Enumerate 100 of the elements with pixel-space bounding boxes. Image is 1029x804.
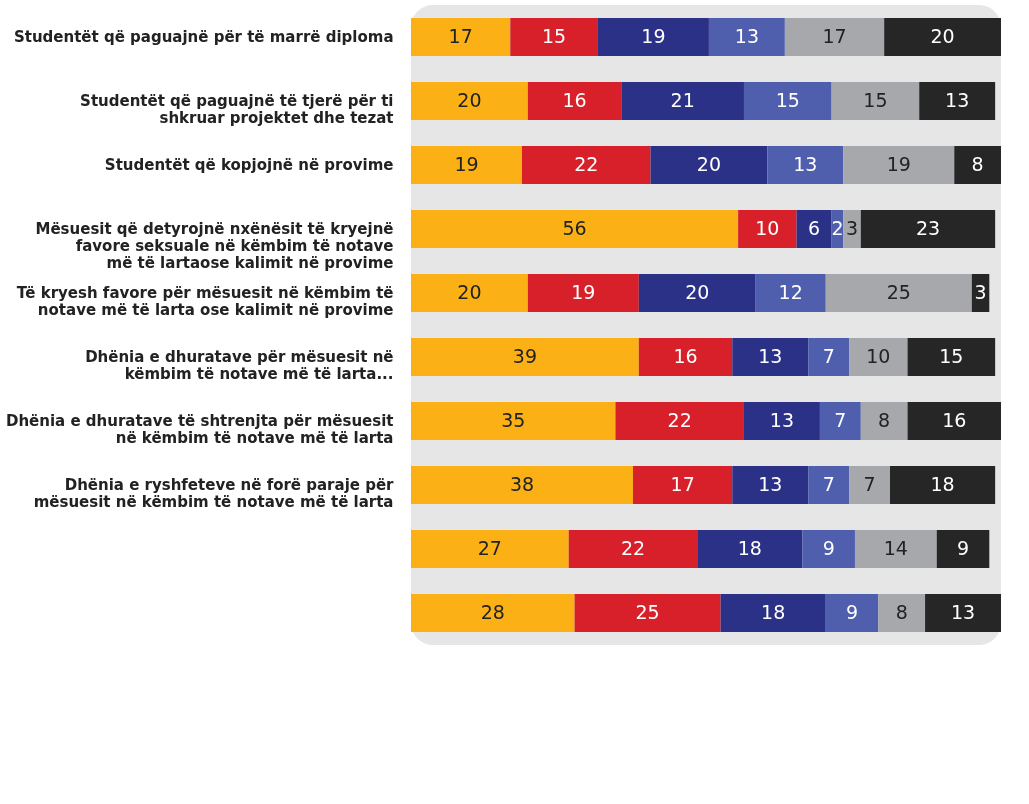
data-label: 15 [863,89,888,111]
bar [411,530,569,568]
bar [732,338,809,376]
data-label: 18 [761,601,786,623]
data-label: 7 [822,473,835,495]
data-label: 10 [755,217,780,239]
data-label: 3 [974,281,987,303]
data-label: 20 [457,281,482,303]
bar [411,210,739,248]
data-label: 13 [950,601,976,623]
data-label: 20 [696,153,722,175]
bar [878,594,926,632]
data-label: 8 [971,153,984,175]
data-label: 13 [945,89,970,111]
data-label: 22 [667,409,692,431]
data-label: 13 [793,153,818,175]
y-tick-label: Studentët që paguajnë për të marrë diploma [13,28,394,46]
data-label: 17 [670,473,695,495]
bar [632,466,733,504]
bar [743,82,832,120]
bar [521,146,651,184]
y-tick-label: Dhënia e dhuratave të shtrenjta për mësuesit në këmbim të notave më të larta [5,412,394,447]
data-label: 21 [670,89,695,111]
bar [825,274,972,312]
bar [574,594,721,632]
data-label: 18 [737,537,762,559]
data-label: 8 [878,409,891,431]
data-label: 9 [845,601,859,623]
bar [638,274,756,312]
bar [884,18,1001,56]
data-label: 39 [512,345,537,367]
data-label: 15 [939,345,964,367]
bar [708,18,785,56]
bar [411,18,511,56]
bar [860,210,996,248]
bar [925,594,1001,632]
data-label: 9 [822,537,835,559]
data-label: 23 [915,217,941,239]
bar [568,530,698,568]
data-label: 22 [574,153,599,175]
data-label: 18 [930,473,955,495]
data-label: 28 [480,601,505,623]
bar [743,402,820,440]
y-tick-label: Dhënia e ryshfeteve në forë paraje për mësuesit në këmbim të notave më të larta [33,476,395,511]
bar [808,338,850,376]
data-label: 3 [845,217,859,239]
bar [936,530,990,568]
bar [767,146,844,184]
bar [411,402,616,440]
bar [527,82,622,120]
data-label: 16 [673,345,698,367]
data-label: 8 [895,601,908,623]
data-label: 20 [685,281,710,303]
bar [843,210,861,248]
data-label: 7 [822,345,835,367]
bar [411,466,633,504]
bar [411,338,639,376]
bar [697,530,803,568]
data-label: 19 [886,153,911,175]
data-label: 13 [758,345,783,367]
data-label: 56 [562,217,587,239]
data-label: 35 [501,409,526,431]
bar [411,274,528,312]
data-label: 7 [834,409,847,431]
bar [796,210,832,248]
data-label: 7 [863,473,876,495]
bar [854,530,937,568]
data-label: 19 [571,281,596,303]
data-label: 25 [635,601,660,623]
bar [907,338,996,376]
bar [650,146,768,184]
bar [802,530,855,568]
bar [890,466,996,504]
data-label: 17 [822,25,847,47]
bar [849,466,891,504]
bar [638,338,733,376]
data-label: 19 [641,25,666,47]
data-label: 9 [956,537,970,559]
bar [849,338,908,376]
data-label: 13 [769,409,795,431]
bar [954,146,1001,184]
data-label: 13 [758,473,783,495]
data-label: 16 [562,89,587,111]
bar [411,594,575,632]
data-label: 10 [866,345,891,367]
bar [621,82,744,120]
data-label: 20 [930,25,955,47]
bar [411,146,522,184]
data-label: 17 [448,25,473,47]
bar [510,18,598,56]
data-label: 25 [886,281,911,303]
data-label: 15 [542,25,567,47]
bar [843,146,955,184]
bar [615,402,744,440]
bar [527,274,639,312]
y-tick-label: Dhënia e dhuratave për mësuesit në këmbim të notave më të larta... [85,348,394,383]
bar [732,466,809,504]
data-label: 20 [457,89,482,111]
data-label: 12 [778,281,803,303]
bar [411,82,528,120]
